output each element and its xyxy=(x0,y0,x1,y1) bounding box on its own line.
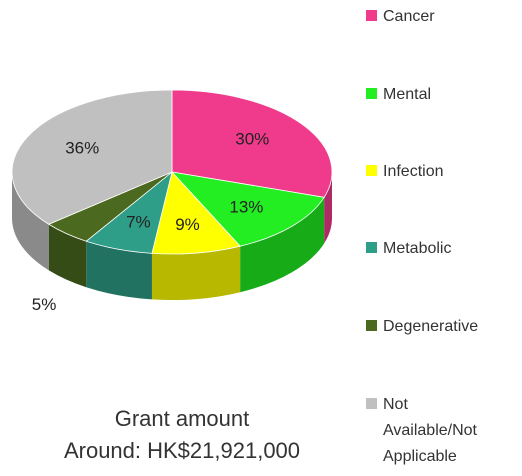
slice xyxy=(171,89,333,198)
chart: Grant amount Around: HK$21,921,000 30% 13… xyxy=(11,89,333,463)
legend-item: Infection xyxy=(366,159,493,185)
legend-swatch xyxy=(366,165,377,176)
legend-swatch xyxy=(366,320,377,331)
chart-title: Grant amount xyxy=(115,406,250,431)
slice-side xyxy=(324,172,332,244)
data-label: 30% xyxy=(235,130,269,149)
slice xyxy=(151,171,241,255)
slice-side xyxy=(12,172,49,271)
data-label: 9% xyxy=(175,215,200,234)
legend-item: Not Available/Not Applicable xyxy=(366,392,493,470)
slice-side xyxy=(151,246,241,300)
data-label: 13% xyxy=(229,197,263,216)
chart-subtitle: Around: HK$21,921,000 xyxy=(64,438,300,463)
slice-side xyxy=(48,224,87,288)
legend-label: Not Available/Not Applicable xyxy=(383,396,477,465)
slice-side xyxy=(86,241,152,300)
legend-swatch xyxy=(366,242,377,253)
legend-label: Metabolic xyxy=(383,240,452,257)
legend-label: Degenerative xyxy=(383,318,479,335)
legend-label: Mental xyxy=(383,86,432,103)
legend-item: Metabolic xyxy=(366,236,493,262)
legend-label: Infection xyxy=(383,163,444,180)
legend-item: Cancer xyxy=(366,4,493,30)
data-label: 36% xyxy=(65,138,99,157)
slice xyxy=(11,89,173,225)
legend-label: Cancer xyxy=(383,8,435,25)
legend-swatch xyxy=(366,398,377,409)
legend-item: Degenerative xyxy=(366,314,493,340)
data-label: 5% xyxy=(32,295,57,314)
legend-item: Mental xyxy=(366,82,493,108)
slice xyxy=(170,171,325,247)
slice-side xyxy=(240,197,325,293)
data-label: 7% xyxy=(126,212,151,231)
legend-swatch xyxy=(366,88,377,99)
legend-swatch xyxy=(366,10,377,21)
